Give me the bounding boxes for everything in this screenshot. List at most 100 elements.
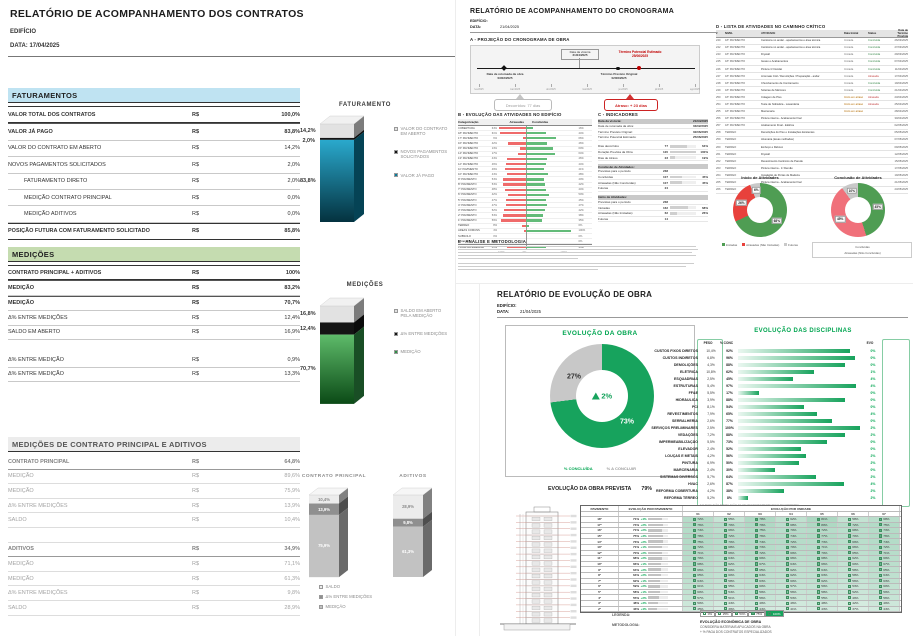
late-bar — [523, 229, 526, 232]
unit-pct: 78% — [759, 517, 766, 522]
discipline-row: SISTEMAS DIVERSOS 5,7% 64% 2% — [630, 473, 906, 480]
level-label: 8º PAVIMENTO — [458, 183, 477, 187]
slice-value-label: 6% — [751, 187, 761, 194]
unit-pct: 58% — [728, 578, 735, 583]
row-number: 259 — [716, 138, 721, 142]
unit-cell: 79% — [745, 522, 776, 528]
series-swatch — [394, 126, 398, 131]
unit-pct: 69% — [790, 550, 797, 555]
unit-icon — [816, 596, 820, 600]
conc-bar — [738, 495, 748, 500]
peso-value: 7,2% — [707, 432, 715, 437]
unit-pct: 78% — [697, 534, 704, 539]
unit-cell: 63% — [807, 572, 838, 578]
legend-label: NOVOS PAGAMENTOS SOLICITADOS — [400, 149, 448, 160]
tornado-header: Categorização Atrasadas Concluídas — [458, 119, 592, 126]
row-pct: 14,2% — [284, 145, 300, 152]
unit-icon — [878, 551, 882, 555]
table-row: MEDIÇÃO R$ 83,2% — [8, 280, 300, 296]
activity: Pintura interna - 1ª Demão — [761, 166, 793, 170]
unit-icon — [878, 540, 882, 544]
indicator-pct: 26% — [701, 211, 708, 216]
disciplines-title: EVOLUÇÃO DAS DISCIPLINAS — [754, 328, 852, 334]
table-row: MEDIÇÃO ADITIVOS R$ 0,0% — [8, 206, 300, 223]
row-label: Δ% ENTRE MEDIÇÕES — [8, 314, 68, 321]
contracts-building-label: EDIFÍCIO — [10, 29, 37, 35]
late-bar — [507, 157, 526, 161]
unit-pct: 55% — [728, 584, 735, 589]
unit-cell: 69% — [838, 539, 869, 544]
discipline-label: SERVIÇOS PRELIMINARES — [651, 425, 698, 430]
axis-line — [525, 171, 526, 177]
unit-icon — [754, 568, 758, 572]
late-pct: 8% — [493, 224, 497, 228]
unit-cell: 56% — [869, 595, 900, 600]
row-label: CONTRATO PRINCIPAL + ADITIVOS — [8, 269, 102, 276]
unit-pct: 74% — [759, 539, 766, 544]
status: Concluída — [868, 53, 881, 57]
done-bar — [526, 152, 555, 155]
metodologia-line: CONSIDERA MATERIAIS APLICADOS NA OBRA — [700, 625, 771, 630]
unit-icon — [878, 590, 882, 594]
unit-pct: 54% — [728, 590, 735, 595]
legend-step-label: 25% — [722, 611, 729, 616]
col-header: Status — [868, 31, 877, 35]
row-label: FATURAMENTO DIRETO — [24, 178, 88, 185]
unit-pct: 70% — [728, 539, 735, 544]
unit-cell: 68% — [683, 561, 714, 567]
evo-value: 0% — [870, 355, 876, 360]
indicator-label: Previstas para o período — [598, 199, 631, 204]
unit-cell: 69% — [776, 550, 807, 556]
axis-line — [525, 212, 526, 219]
unit-icon — [847, 596, 851, 600]
segment-value-label: 83,8% — [300, 177, 316, 184]
unit-cell: 45% — [683, 606, 714, 612]
floor-bar — [648, 529, 669, 532]
row-number: 254 — [716, 102, 721, 106]
activity: Pintura interna - Acabamento final — [761, 181, 802, 185]
activity: Chumbamento de Contramarco — [761, 81, 799, 85]
row-currency: R$ — [192, 228, 200, 235]
conc-value: 73% — [726, 439, 733, 444]
floor-label: 3º — [581, 600, 619, 606]
level-label: 5º PAVIMENTO — [458, 198, 477, 202]
unit-icon — [754, 584, 758, 589]
indicator-value: 107 — [662, 174, 668, 179]
unit-cell: 42% — [838, 600, 869, 606]
legend-item: Futuras — [784, 243, 798, 247]
unit-icon — [878, 534, 882, 538]
unit-cell: 58% — [838, 517, 869, 522]
donut-ring: 45% 45% 10% — [831, 183, 885, 237]
row-currency: R$ — [192, 145, 200, 152]
chart-legend: SALDO Δ% ENTRE MEDIÇÕES MEDIÇÃO — [319, 584, 378, 609]
bars — [499, 146, 577, 152]
unit-pct: 64% — [883, 573, 890, 578]
unit-cell: 70% — [683, 556, 714, 561]
floor-row: 12º 70% +2% 71% 66% 72% 69% 70% 65% 71% — [581, 550, 901, 557]
floor-pct: 68% — [632, 556, 640, 561]
series-swatch — [319, 604, 323, 609]
unit-cell: 76% — [745, 533, 776, 539]
floor-label: 16º — [581, 528, 619, 533]
chart-title: MEDIÇÕES — [346, 282, 384, 288]
late-bar — [522, 224, 526, 227]
unit-pct: 60% — [728, 573, 735, 578]
unit-icon — [723, 584, 727, 589]
unit-pct: 75% — [883, 522, 890, 527]
late-bar — [518, 152, 526, 155]
row-currency: R$ — [192, 502, 200, 509]
col-header: ATIVIDADE — [761, 31, 776, 35]
status: Concluída — [868, 67, 881, 71]
tornado-row: 11º PAVIMENTO 49% 41% — [458, 166, 592, 173]
obra-prevista-label: EVOLUÇÃO DA OBRA PREVISTA — [548, 486, 632, 492]
discipline-label: SERRALHERIA — [672, 418, 698, 423]
level-label: 6º PAVIMENTO — [458, 193, 477, 197]
unit-pct: 72% — [821, 528, 828, 533]
late-bar — [507, 193, 526, 197]
row-label: CONTRATO PRINCIPAL — [8, 458, 70, 465]
unit-pct: 71% — [883, 550, 890, 555]
unit-icon — [847, 590, 851, 594]
unit-cell: 62% — [807, 578, 838, 584]
discipline-row: ESTRUTURAS 5,4% 97% 4% — [630, 382, 906, 389]
unit-icon — [754, 528, 758, 533]
